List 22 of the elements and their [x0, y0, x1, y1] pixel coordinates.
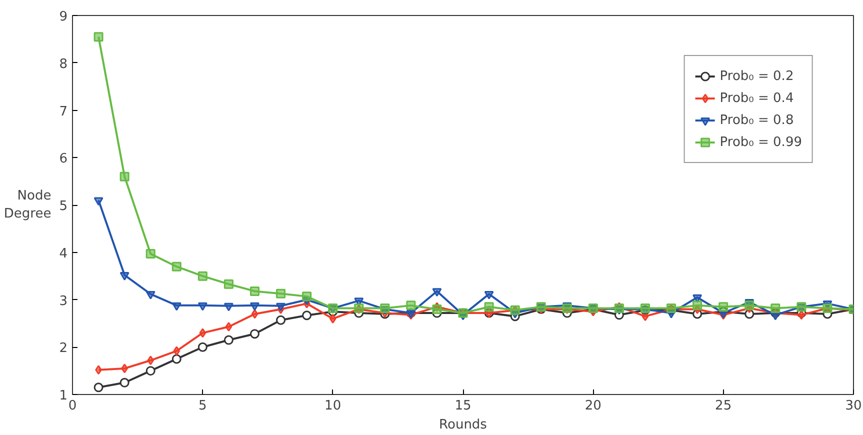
- x-axis-title: Rounds: [439, 418, 488, 432]
- legend-label: Prob₀ = 0.2: [720, 68, 794, 84]
- x-tick-label: 30: [845, 398, 862, 414]
- x-tick-label: 5: [198, 398, 207, 414]
- y-tick-label: 7: [59, 104, 68, 120]
- x-tick-label: 25: [715, 398, 732, 414]
- y-axis-title: Node Degree: [4, 188, 52, 222]
- legend-label: Prob₀ = 0.4: [720, 90, 794, 106]
- x-tick-label: 20: [584, 398, 602, 414]
- legend-label: Prob₀ = 0.99: [720, 134, 802, 150]
- y-tick-label: 4: [59, 246, 68, 262]
- x-tick-label: 15: [454, 398, 472, 414]
- y-tick-label: 3: [59, 294, 68, 309]
- y-tick-label: 6: [59, 152, 68, 167]
- legend-label: Prob₀ = 0.8: [720, 112, 794, 128]
- y-tick-label: 2: [59, 341, 68, 356]
- y-tick-label: 9: [59, 10, 68, 24]
- x-tick-label: 10: [324, 398, 342, 414]
- y-tick-label: 5: [59, 199, 68, 214]
- y-tick-label: 1: [59, 388, 68, 404]
- x-tick-label: 0: [68, 398, 77, 414]
- y-tick-label: 8: [59, 56, 68, 72]
